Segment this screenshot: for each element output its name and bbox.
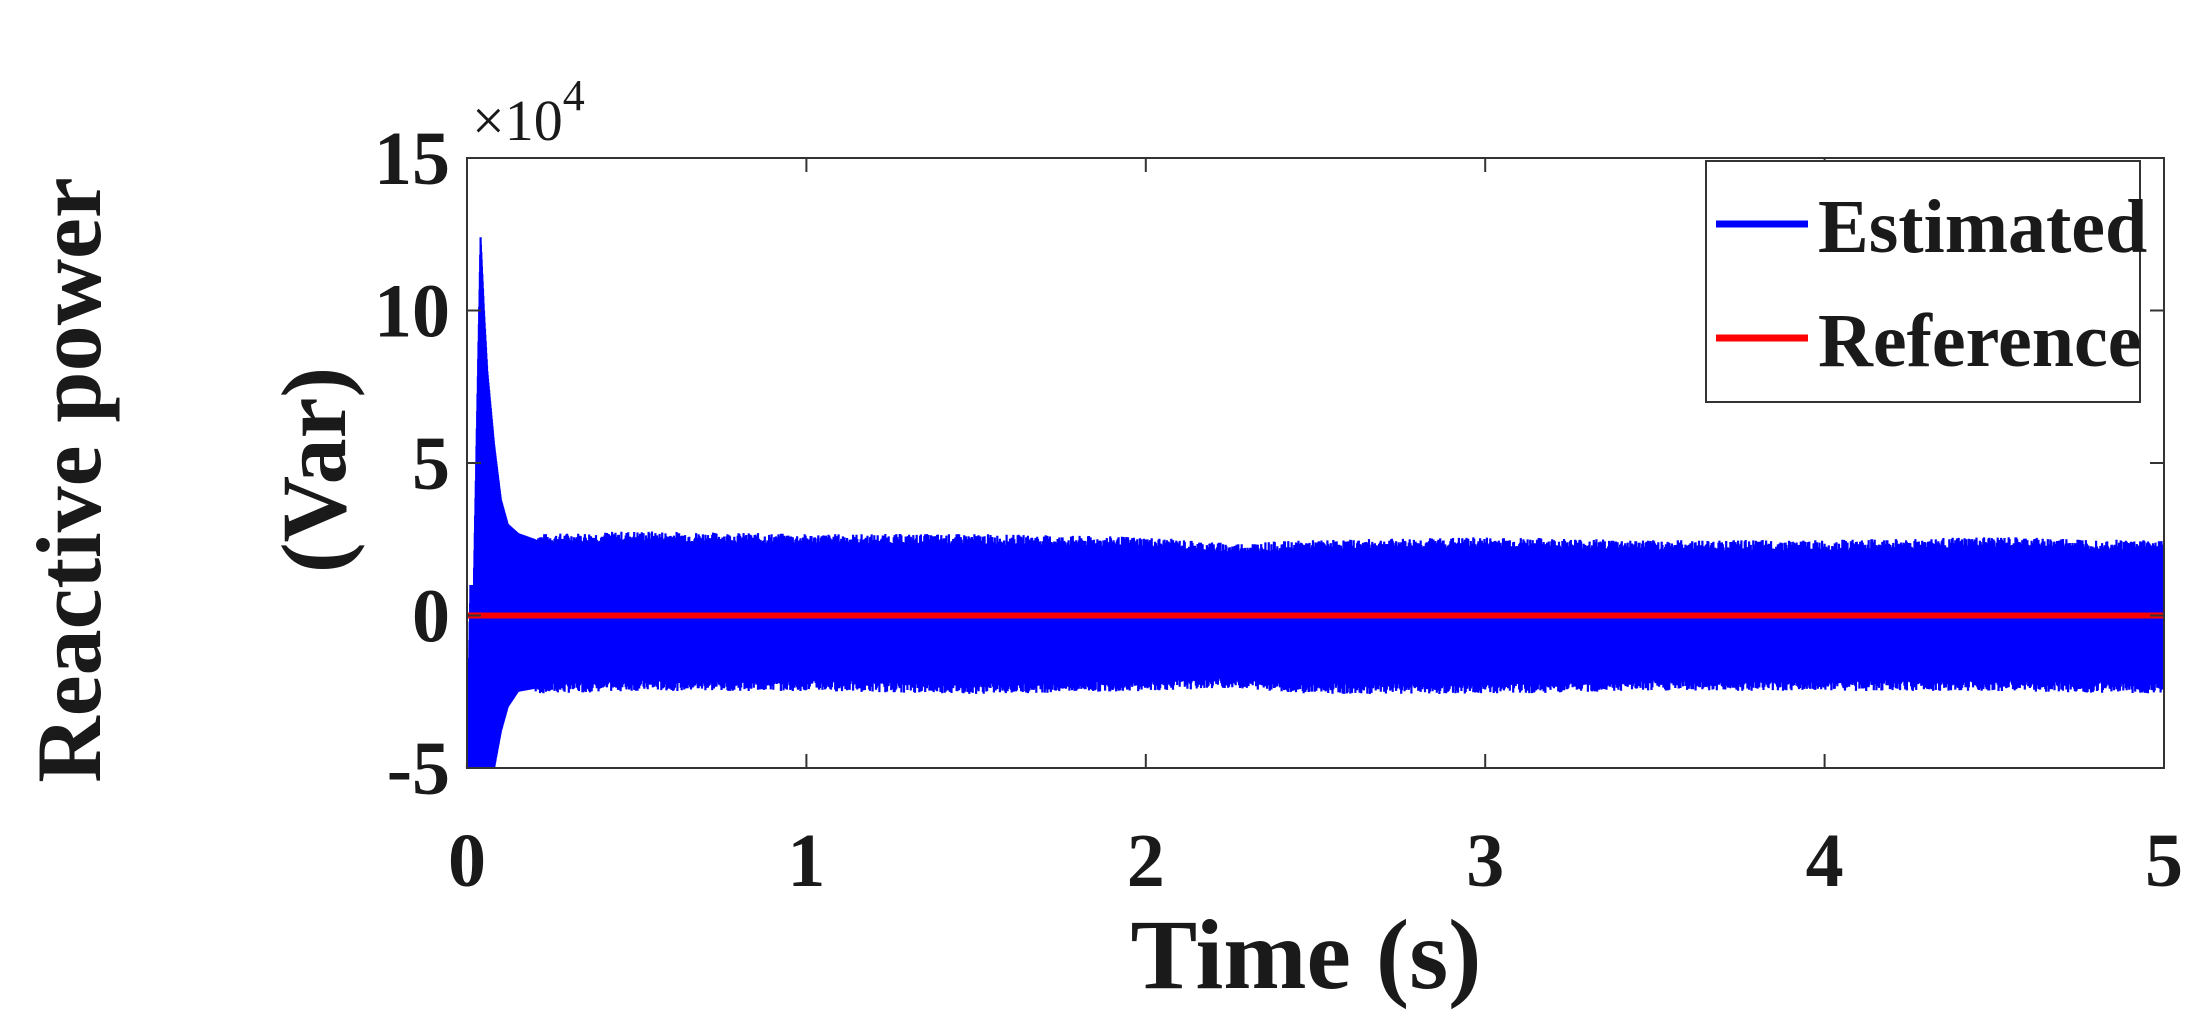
- x-tick-label: 1: [787, 819, 825, 903]
- x-tick-labels: 0 1 2 3 4 5: [448, 819, 2183, 903]
- y-tick-label: 0: [412, 575, 450, 659]
- y-exponent-label: ×104: [472, 71, 585, 153]
- y-tick-labels: -5 0 5 10 15: [374, 117, 450, 811]
- legend-box: [1705, 160, 2141, 403]
- x-tick-label: 0: [448, 819, 486, 903]
- x-tick-label: 4: [1806, 819, 1844, 903]
- legend-label-reference: Reference: [1818, 299, 2141, 383]
- y-tick-label: 10: [374, 270, 450, 354]
- y-axis-label-line2: (Var): [263, 367, 365, 573]
- series-estimated-line: [465, 237, 2165, 769]
- x-axis-label: Time (s): [1131, 899, 1482, 1010]
- legend-label-estimated: Estimated: [1818, 185, 2147, 269]
- x-tick-label: 3: [1466, 819, 1504, 903]
- y-exponent-power: 4: [563, 71, 585, 120]
- y-axis-label-line1: Reactive power: [18, 177, 120, 782]
- plot-series: [465, 237, 2165, 769]
- legend: Estimated Reference: [1705, 160, 2147, 403]
- x-tick-label: 5: [2145, 819, 2183, 903]
- y-tick-label: -5: [387, 727, 450, 811]
- y-tick-label: 15: [374, 117, 450, 201]
- x-tick-label: 2: [1127, 819, 1165, 903]
- y-exponent-base: ×10: [472, 88, 563, 153]
- y-tick-label: 5: [412, 422, 450, 506]
